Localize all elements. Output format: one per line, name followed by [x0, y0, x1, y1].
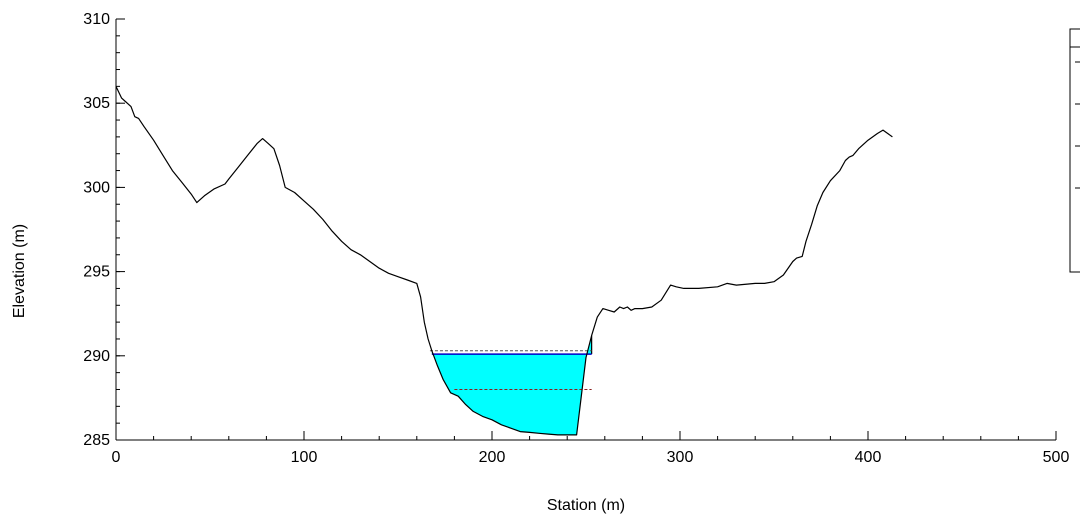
y-tick-label: 300	[83, 179, 110, 196]
legend-box	[1069, 28, 1080, 273]
x-tick-label: 400	[855, 449, 882, 466]
x-axis-title: Station (m)	[547, 497, 625, 514]
x-tick-label: 300	[667, 449, 694, 466]
y-tick-label: 305	[83, 95, 110, 112]
x-tick-label: 100	[291, 449, 318, 466]
y-tick-label: 290	[83, 348, 110, 365]
axes-layer: 0 100 200 300 400 500 285 290 295 300 305 310	[83, 11, 1069, 466]
x-tick-label: 0	[112, 449, 121, 466]
y-tick-label: 285	[83, 432, 110, 449]
y-tick-label: 310	[83, 11, 110, 28]
reference-lines-layer	[429, 350, 592, 390]
y-tick-label: 295	[83, 264, 110, 281]
ground-profile-layer	[115, 86, 893, 436]
legend-frame	[1069, 28, 1080, 273]
x-tick-label: 200	[479, 449, 506, 466]
x-tick-label: 500	[1043, 449, 1070, 466]
ground-profile-line	[115, 86, 893, 436]
y-axis-title: Elevation (m)	[11, 224, 28, 318]
